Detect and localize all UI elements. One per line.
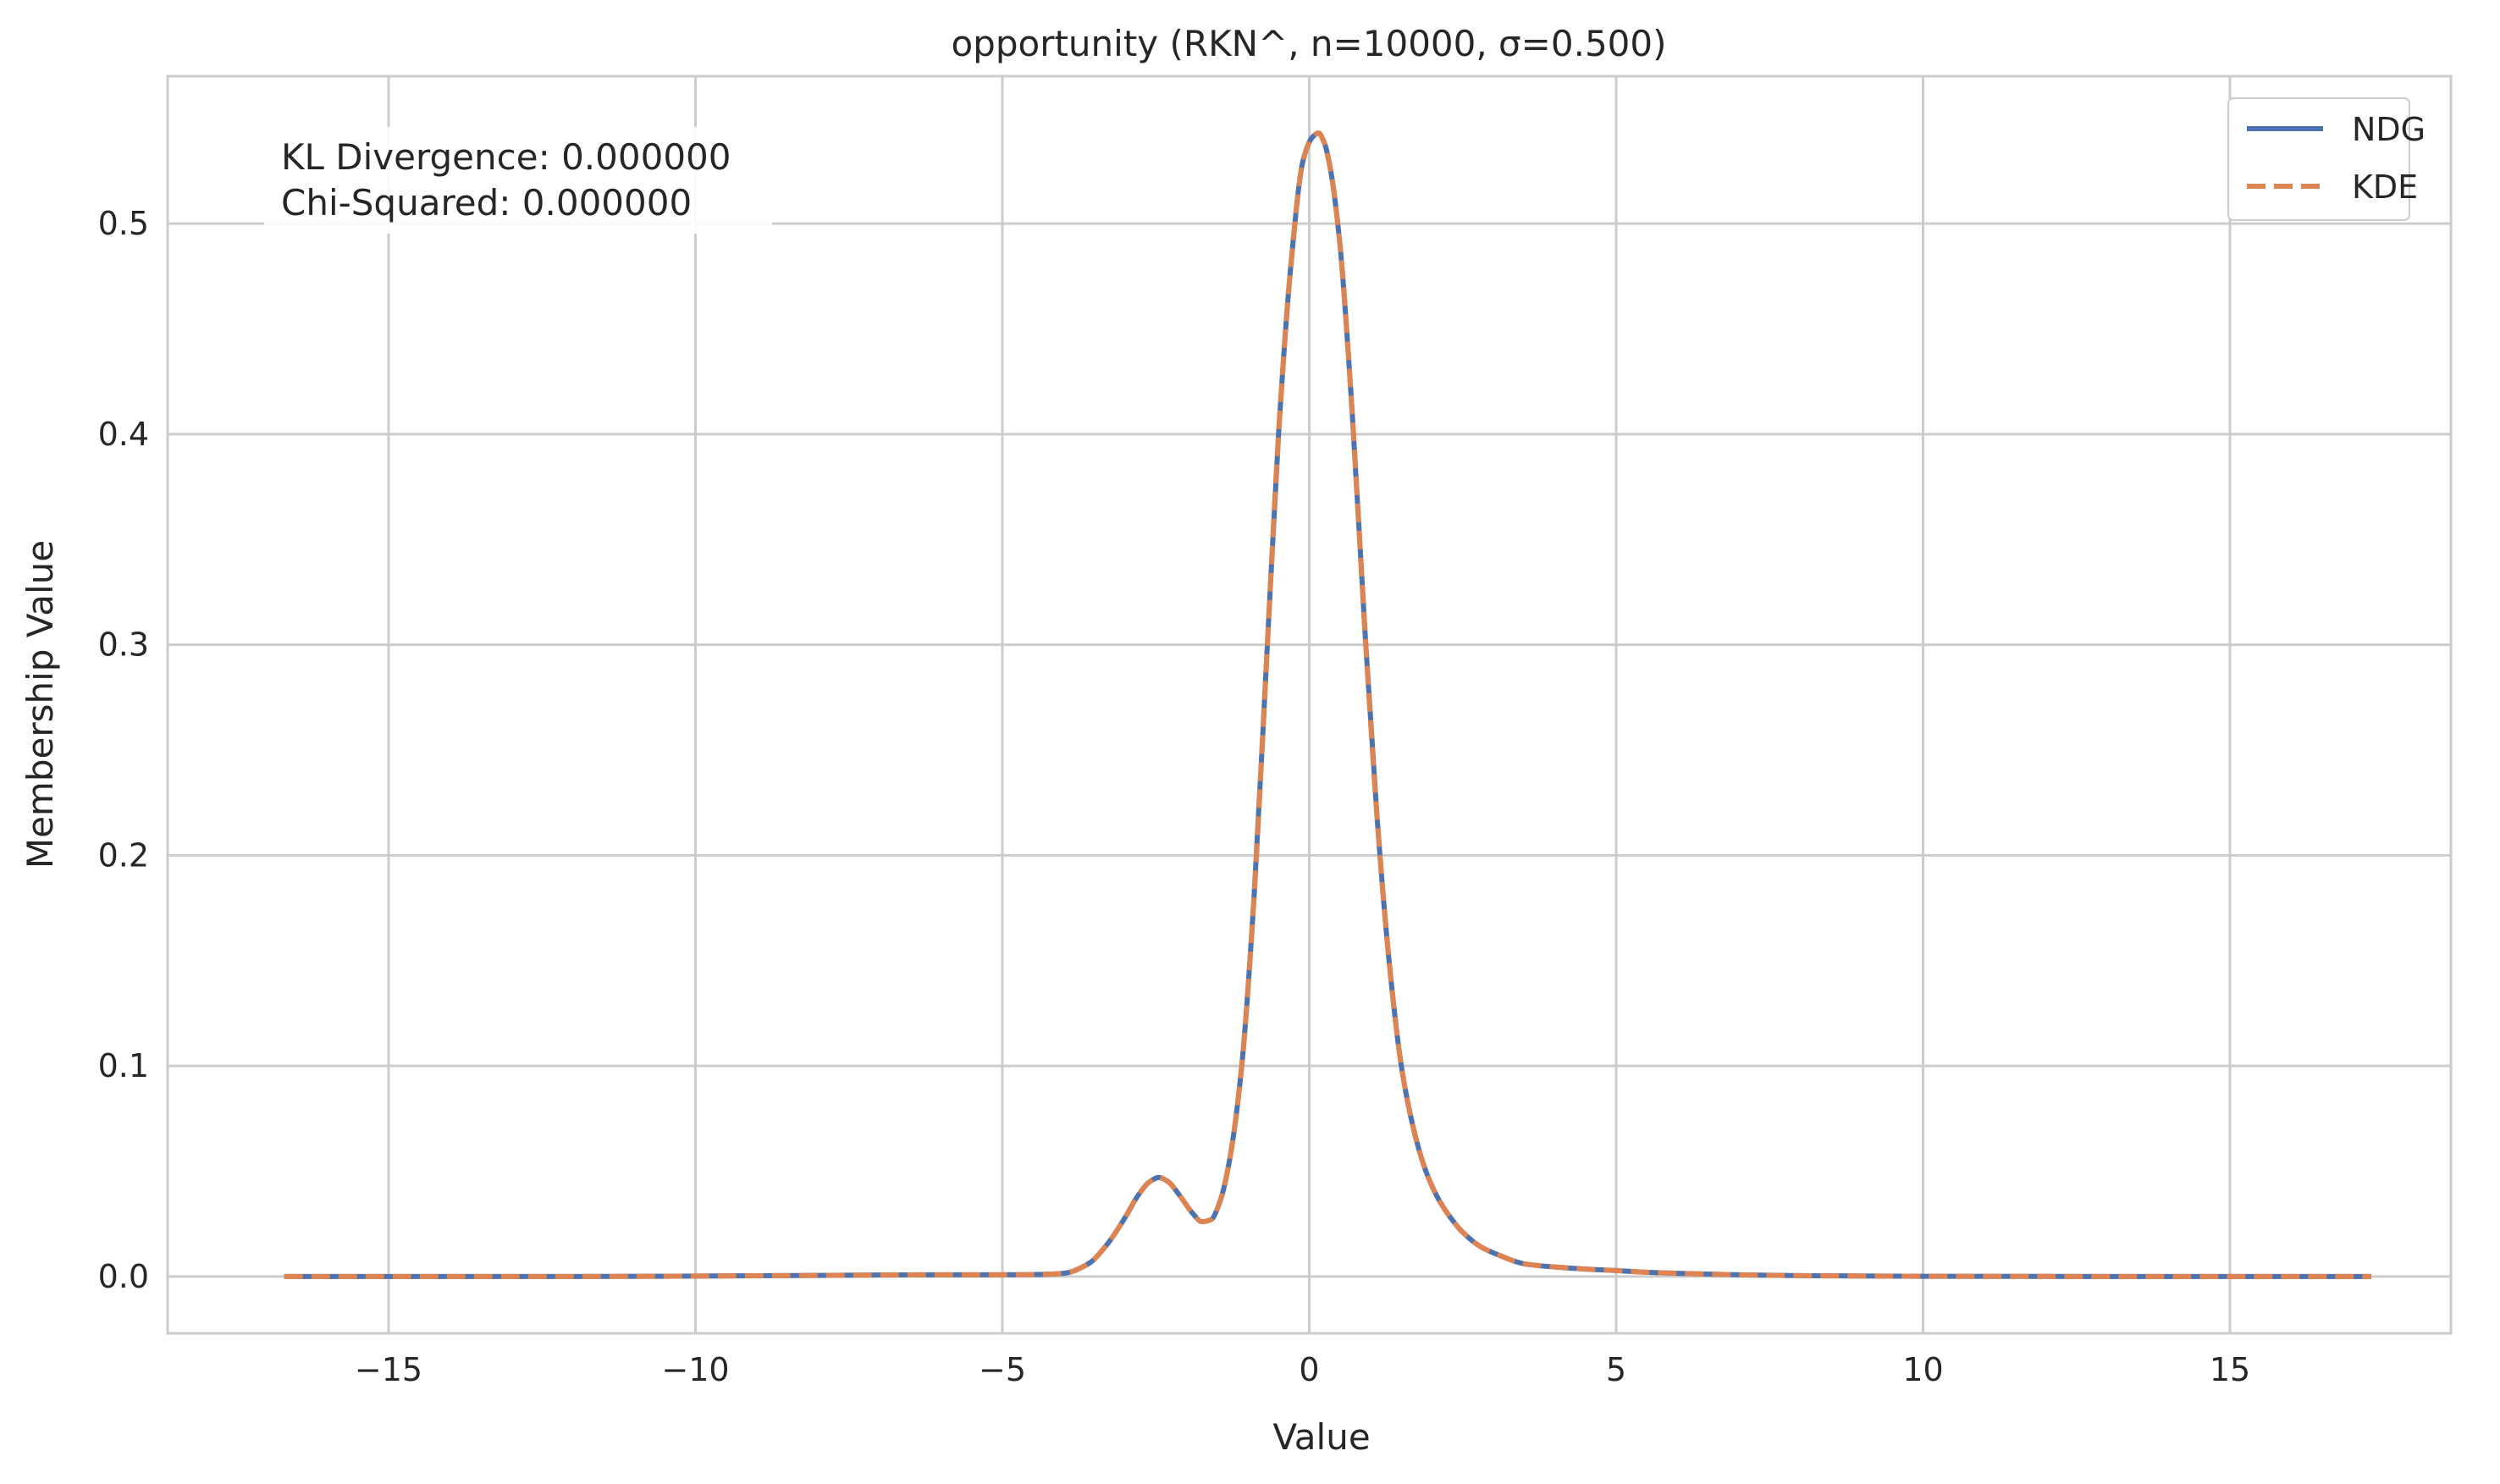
x-tick-label: −15 [355, 1351, 422, 1388]
x-tick-label: 5 [1606, 1351, 1626, 1388]
y-tick-label: 0.1 [98, 1047, 149, 1084]
y-tick-label: 0.2 [98, 836, 149, 874]
x-tick-label: −5 [979, 1351, 1026, 1388]
legend-kde-label: KDE [2352, 168, 2418, 206]
x-tick-label: 10 [1902, 1351, 1943, 1388]
kl-divergence-text: KL Divergence: 0.000000 [281, 136, 731, 178]
series-lines [284, 130, 2371, 1279]
x-tick-labels: −15 −10 −5 0 5 10 15 [355, 1351, 2250, 1388]
series-line-ndg [284, 130, 2371, 1279]
stats-annotation-box [264, 127, 772, 234]
y-tick-label: 0.5 [98, 205, 149, 242]
y-tick-label: 0.4 [98, 416, 149, 453]
legend-ndg-label: NDG [2352, 111, 2425, 148]
y-tick-label: 0.3 [98, 626, 149, 664]
legend: NDG KDE [2227, 97, 2425, 221]
y-axis-label: Membership Value [19, 540, 61, 869]
x-tick-label: −10 [661, 1351, 729, 1388]
y-tick-label: 0.0 [98, 1258, 149, 1295]
stats-annotation: KL Divergence: 0.000000 Chi-Squared: 0.0… [264, 127, 772, 234]
y-tick-labels: 0.0 0.1 0.2 0.3 0.4 0.5 [98, 205, 149, 1295]
chart-title: opportunity (RKN^, n=10000, σ=0.500) [951, 23, 1666, 64]
x-axis-label: Value [1272, 1416, 1370, 1458]
x-tick-label: 15 [2210, 1351, 2250, 1388]
x-tick-label: 0 [1299, 1351, 1319, 1388]
chi-squared-text: Chi-Squared: 0.000000 [281, 182, 692, 223]
plot-frame [166, 74, 2453, 1335]
